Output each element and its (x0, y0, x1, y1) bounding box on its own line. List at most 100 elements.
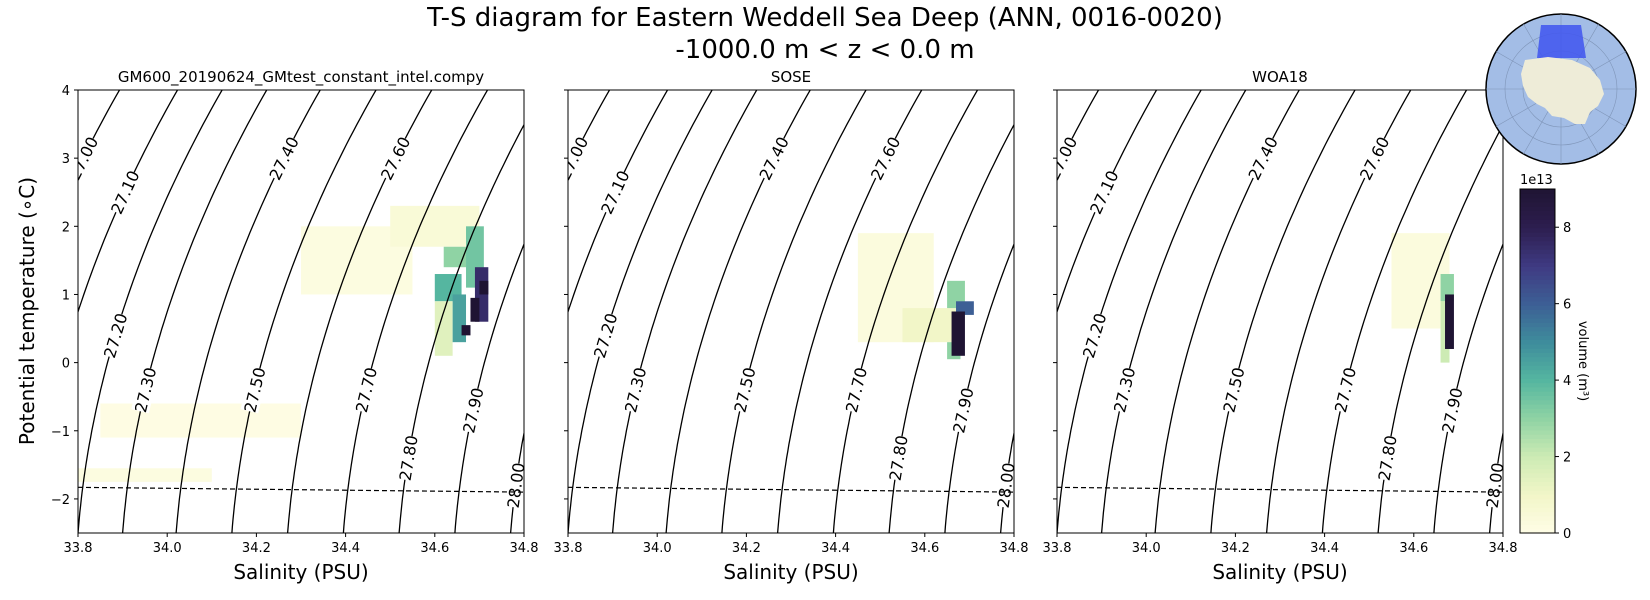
colorbar-band (1520, 395, 1555, 401)
panels-group: 27.0027.1027.2027.3027.4027.5027.6027.70… (51, 68, 1518, 584)
contour-label: 27.70 (1331, 366, 1360, 415)
colorbar-band (1520, 343, 1555, 349)
contour-label: 27.50 (730, 366, 759, 415)
contour-label-bg (1244, 134, 1281, 182)
colorbar-band (1520, 335, 1555, 341)
x-tick-label: 34.8 (510, 541, 539, 556)
x-tick-label: 33.8 (554, 541, 583, 556)
colorbar-band (1520, 498, 1555, 504)
colorbar-band (1520, 214, 1555, 220)
colorbar-band (1520, 464, 1555, 470)
plot-frame (567, 89, 1015, 534)
colorbar-band (1520, 232, 1555, 237)
x-tick-label: 34.6 (910, 541, 939, 556)
colorbar-band (1520, 223, 1555, 229)
contour-label: 27.10 (597, 168, 633, 218)
contour-label: 27.50 (1219, 366, 1248, 415)
contour-label-bg (568, 134, 591, 182)
contour-label: 27.70 (352, 366, 381, 415)
colorbar-band (1520, 421, 1555, 427)
y-tick-label: 1 (62, 288, 70, 303)
contour-label-bg (949, 386, 977, 434)
contour-label-bg (1219, 366, 1248, 414)
colorbar-frame (1519, 188, 1556, 534)
contour-label-bg (240, 366, 269, 414)
density-contour (1057, 90, 1100, 171)
x-tick-label: 34.0 (643, 541, 672, 556)
contour-label-bg (377, 134, 414, 182)
colorbar-band (1520, 300, 1555, 306)
panel-title: WOA18 (1252, 68, 1308, 86)
colorbar-band (1520, 330, 1555, 336)
panel-title: SOSE (771, 68, 811, 86)
colorbar-band (1520, 283, 1555, 289)
density-contour (665, 90, 811, 533)
inset-map-antarctica (1521, 57, 1604, 124)
colorbar-band (1520, 352, 1555, 358)
y-tick-label: −1 (51, 425, 70, 440)
density-contour (78, 90, 223, 533)
density-contour (342, 90, 489, 533)
colorbar-band (1520, 292, 1555, 298)
colorbar-band (1520, 378, 1555, 384)
contour-label-bg (1057, 134, 1080, 182)
y-tick-label: 4 (62, 84, 70, 99)
heatmap-cell (434, 301, 453, 356)
colorbar-band (1520, 270, 1555, 276)
contour-label-bg (395, 434, 421, 482)
colorbar-band (1520, 515, 1555, 521)
contour-label: 27.60 (867, 134, 904, 183)
colorbar-band (1520, 257, 1555, 263)
colorbar-label: volume (m³) (1575, 321, 1590, 401)
colorbar-band (1520, 262, 1555, 267)
heatmap-cell (479, 280, 489, 295)
contour-label-bg (1356, 134, 1393, 182)
colorbar-band (1520, 412, 1555, 418)
colorbar-band (1520, 287, 1555, 293)
contour-label-bg (1086, 168, 1122, 216)
density-contour (175, 90, 321, 533)
x-tick-label: 33.8 (64, 541, 93, 556)
colorbar: 0 2 4 6 8 1e13 volume (m³) (1519, 173, 1590, 542)
freezing-line (78, 486, 524, 493)
colorbar-band (1520, 206, 1555, 212)
colorbar-band (1520, 481, 1555, 487)
colorbar-band (1520, 451, 1555, 457)
contour-label: 27.90 (949, 386, 977, 435)
colorbar-band (1520, 322, 1555, 328)
colorbar-band (1520, 386, 1555, 392)
colorbar-band (1520, 296, 1555, 302)
colorbar-tick-label: 6 (1563, 298, 1571, 313)
colorbar-band (1520, 447, 1555, 452)
contour-label-bg (131, 366, 160, 414)
heatmap-cell (1391, 233, 1450, 329)
colorbar-tick-label: 2 (1563, 451, 1571, 466)
contour-label-bg (590, 311, 621, 360)
colorbar-band (1520, 189, 1555, 194)
contour-label: 27.40 (1244, 134, 1281, 183)
colorbar-band (1520, 236, 1555, 242)
y-tick-label: −2 (51, 493, 70, 508)
contour-label-bg (621, 366, 650, 414)
heatmap-cell (78, 468, 212, 482)
density-contour (231, 90, 377, 533)
colorbar-band (1520, 416, 1555, 422)
colorbar-tick-label: 8 (1563, 221, 1571, 236)
contour-label: 27.80 (396, 434, 422, 482)
contour-label: 28.00 (994, 461, 1019, 509)
colorbar-band (1520, 249, 1555, 255)
contour-label: 27.10 (107, 168, 143, 218)
y-tick-label: 2 (62, 220, 70, 235)
contour-label-bg (1438, 386, 1466, 434)
contour-label-bg (867, 134, 904, 182)
density-contour (1321, 90, 1468, 533)
colorbar-band (1520, 313, 1555, 319)
colorbar-band (1520, 210, 1555, 216)
density-contour (509, 429, 524, 533)
colorbar-band (1520, 507, 1555, 513)
contour-label-bg (885, 434, 911, 482)
density-contour (1057, 90, 1158, 314)
colorbar-band (1520, 356, 1555, 362)
y-tick-label: 3 (62, 152, 70, 167)
